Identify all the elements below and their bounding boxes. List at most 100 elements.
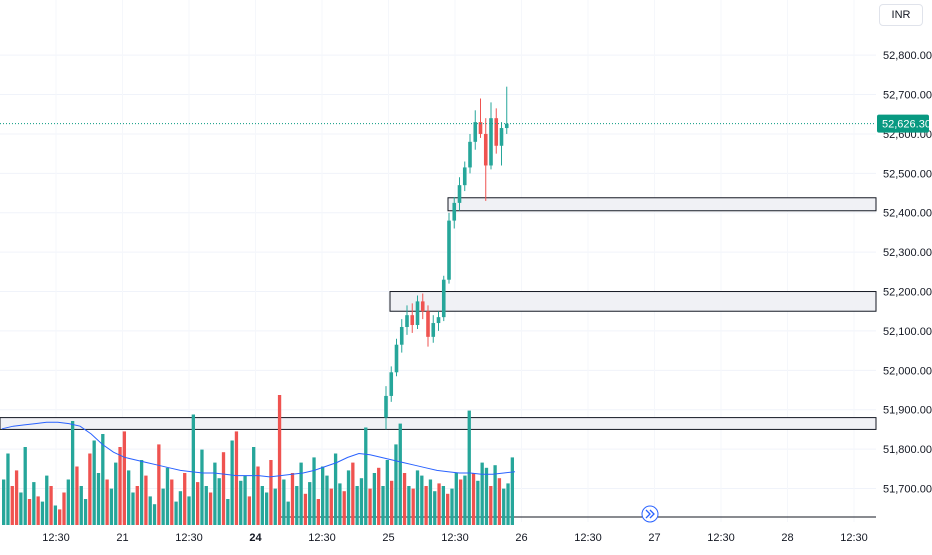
candle[interactable] [394, 338, 399, 377]
candle-body [494, 118, 499, 146]
time-tick-label: 12:30 [574, 532, 602, 544]
last-price-label: 52,626.30 [882, 119, 931, 131]
candle[interactable] [441, 275, 446, 322]
price-tick-label: 51,700.00 [883, 484, 932, 496]
volume-bar [260, 486, 264, 525]
volume-bar [510, 457, 514, 525]
candle[interactable] [504, 86, 509, 134]
candle[interactable] [415, 295, 420, 329]
volume-bar [32, 482, 36, 525]
candles[interactable] [384, 86, 509, 430]
volume-bar [183, 473, 187, 525]
currency-selector[interactable]: INR [879, 4, 923, 26]
volume-bar [96, 473, 101, 525]
volume-bar [252, 447, 256, 525]
price-tick-label: 51,900.00 [883, 405, 932, 417]
volume-bar [144, 475, 148, 525]
volume-bar [53, 505, 58, 525]
price-tick-label: 52,700.00 [883, 90, 932, 102]
candle-body [415, 301, 420, 326]
volume-bar [450, 488, 454, 525]
price-zones[interactable] [0, 197, 877, 518]
candle[interactable] [462, 161, 467, 192]
volume-bar [381, 486, 385, 525]
volume-bar [226, 499, 230, 525]
price-tick-label: 52,300.00 [883, 247, 932, 259]
volume-bar [458, 479, 463, 525]
candle[interactable] [405, 305, 409, 335]
volume-bar [49, 486, 53, 525]
candle[interactable] [410, 303, 415, 333]
candle[interactable] [499, 122, 504, 166]
scroll-to-realtime-button[interactable] [641, 505, 659, 523]
candle-body [473, 122, 478, 142]
time-tick-label: 24 [249, 532, 262, 544]
volume-bar [170, 479, 174, 525]
volume-bar [101, 434, 105, 525]
candle[interactable] [389, 366, 394, 402]
candle[interactable] [494, 108, 499, 154]
volume-bar [36, 496, 40, 525]
candle[interactable] [468, 133, 472, 174]
candle[interactable] [399, 319, 404, 353]
volume-bar [161, 488, 165, 525]
volume-bar [467, 410, 471, 525]
volume-bar [157, 444, 161, 525]
price-tick-label: 52,500.00 [883, 168, 932, 180]
time-tick-label: 12:30 [441, 532, 469, 544]
volume-bar [178, 491, 183, 525]
volume-bar [70, 421, 75, 525]
candle[interactable] [426, 305, 430, 347]
candle[interactable] [452, 196, 457, 229]
volume-bar [6, 453, 10, 525]
price-zone[interactable] [447, 197, 877, 212]
candle[interactable] [489, 102, 493, 170]
candle-body [457, 185, 462, 203]
volume-bar [152, 504, 157, 525]
volume-bar [493, 465, 497, 525]
volume-bar [200, 449, 204, 525]
volume-bar [325, 475, 329, 525]
volume-bar [471, 473, 476, 525]
volume-bar [204, 486, 208, 525]
price-tick-label: 52,200.00 [883, 287, 932, 299]
time-axis[interactable]: 12:30 21 12:30 24 12:30 25 12:30 26 12:30 27 12:30… [42, 532, 868, 544]
price-axis[interactable]: 52,800.0052,700.0052,600.0052,500.0052,4… [883, 50, 932, 495]
price-tick-label: 52,800.00 [883, 50, 932, 62]
candle[interactable] [431, 315, 436, 343]
candle[interactable] [384, 386, 388, 430]
volume-bar [208, 492, 213, 525]
candle[interactable] [436, 311, 441, 331]
volume-bar [243, 475, 247, 525]
candle-body [394, 344, 399, 373]
candle[interactable] [420, 293, 425, 320]
candle[interactable] [447, 212, 451, 284]
candle-body [436, 317, 441, 324]
volume-bar [187, 496, 191, 525]
candle[interactable] [483, 118, 488, 201]
volume-bar [333, 453, 338, 525]
volume-bar [131, 492, 135, 525]
volume-bar [437, 483, 441, 525]
candle-body [452, 202, 457, 221]
volume-bar [23, 447, 27, 525]
candle[interactable] [478, 98, 483, 138]
price-zone[interactable] [0, 417, 877, 430]
price-zone[interactable] [389, 291, 877, 312]
candle[interactable] [473, 110, 478, 150]
volume-bar [165, 467, 170, 525]
volume-bar [407, 486, 411, 525]
volume-bar [463, 475, 467, 525]
volume-bar [118, 447, 122, 525]
grid [0, 54, 876, 490]
volume-bar [359, 478, 364, 525]
volume-bar [441, 486, 446, 525]
volume-bar [415, 470, 420, 525]
time-tick-label: 28 [781, 532, 793, 544]
volume-bar [389, 480, 394, 525]
volume-bar [398, 423, 402, 525]
candle[interactable] [457, 177, 462, 211]
volume-bar [342, 491, 346, 525]
